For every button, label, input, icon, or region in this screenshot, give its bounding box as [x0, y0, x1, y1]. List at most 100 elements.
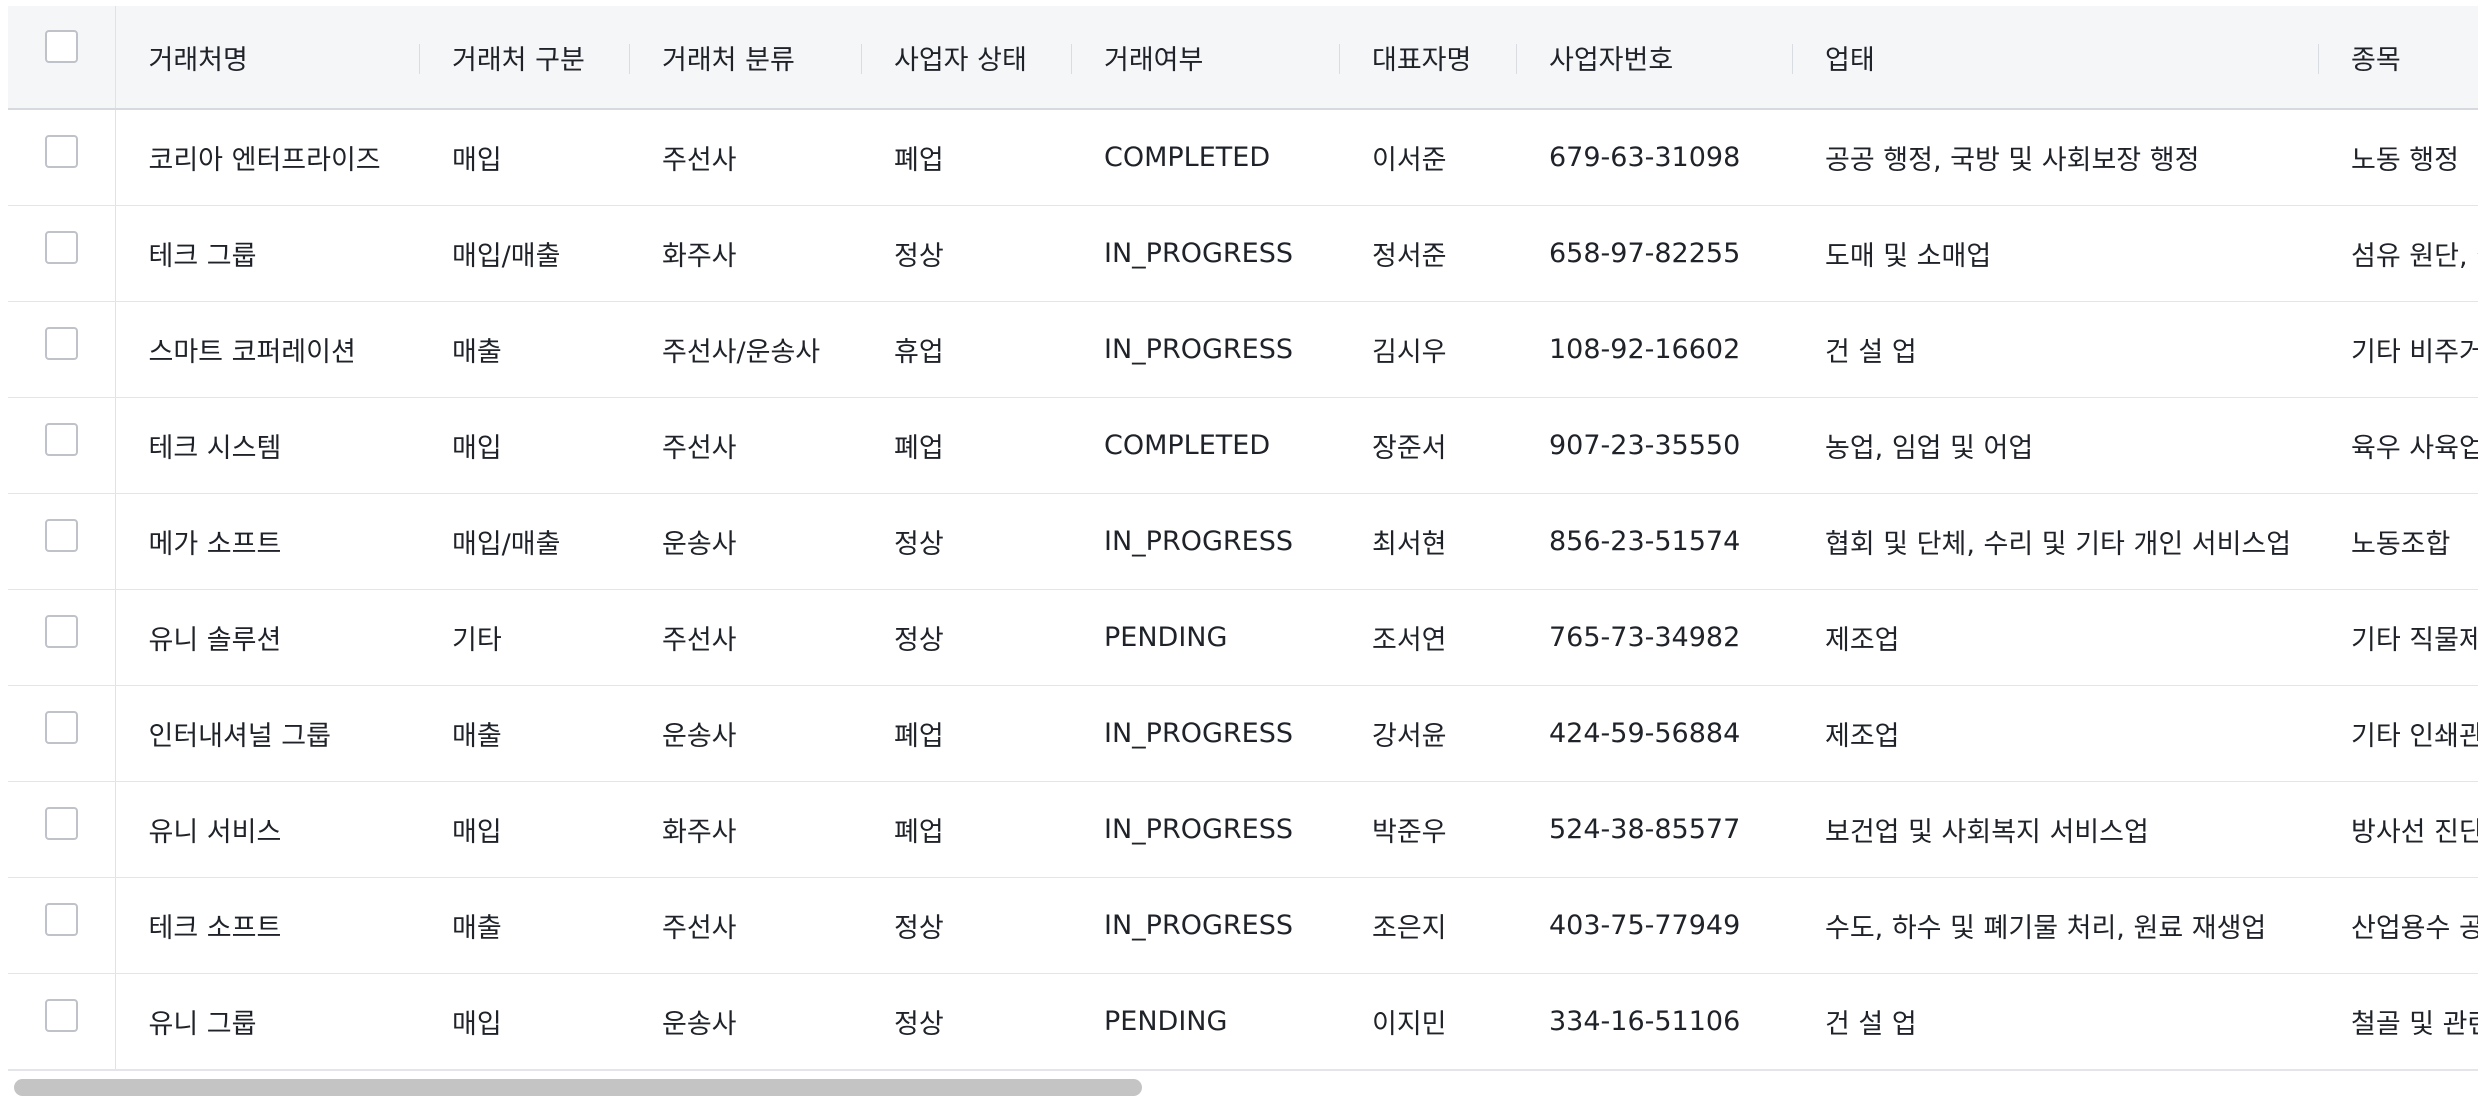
- cell-deal: IN_PROGRESS: [1071, 877, 1339, 974]
- table-row[interactable]: 스마트 코퍼레이션 매출 주선사/운송사 휴업 IN_PROGRESS 김시우 108-92…: [8, 301, 2478, 398]
- row-select-cell: [8, 397, 116, 494]
- select-all-cell: [8, 6, 116, 110]
- cell-bizno: 424-59-56884: [1516, 685, 1792, 782]
- cell-class: 운송사: [629, 973, 861, 1070]
- table-header: 거래처명 거래처 구분 거래처 분류 사업자 상태 거래여부 대표자명 사업자번…: [8, 6, 2478, 110]
- column-header-label: 사업자 상태: [894, 44, 1027, 76]
- row-select-cell: [8, 589, 116, 686]
- cell-name: 테크 시스템: [115, 397, 419, 494]
- column-header-deal[interactable]: 거래여부: [1071, 6, 1339, 110]
- row-checkbox[interactable]: [44, 519, 78, 552]
- row-checkbox[interactable]: [44, 615, 78, 648]
- cell-name: 메가 소프트: [115, 493, 419, 590]
- cell-deal: COMPLETED: [1071, 397, 1339, 494]
- column-header-label: 거래처명: [148, 44, 248, 76]
- table-row[interactable]: 코리아 엔터프라이즈 매입 주선사 폐업 COMPLETED 이서준 679-63-3109…: [8, 109, 2478, 206]
- cell-name: 테크 소프트: [115, 877, 419, 974]
- table-row[interactable]: 테크 소프트 매출 주선사 정상 IN_PROGRESS 조은지 403-75-77949 수…: [8, 877, 2478, 974]
- table-row[interactable]: 테크 그룹 매입/매출 화주사 정상 IN_PROGRESS 정서준 658-97-8225…: [8, 205, 2478, 302]
- table-row[interactable]: 유니 서비스 매입 화주사 폐업 IN_PROGRESS 박준우 524-38-85577 보…: [8, 781, 2478, 878]
- cell-deal: PENDING: [1071, 973, 1339, 1070]
- row-checkbox[interactable]: [44, 135, 78, 168]
- row-checkbox[interactable]: [44, 423, 78, 456]
- cell-deal: IN_PROGRESS: [1071, 205, 1339, 302]
- cell-bizno: 856-23-51574: [1516, 493, 1792, 590]
- select-all-checkbox[interactable]: [44, 30, 78, 63]
- row-checkbox[interactable]: [44, 807, 78, 840]
- column-header-class[interactable]: 거래처 분류: [629, 6, 861, 110]
- cell-name: 유니 그룹: [115, 973, 419, 1070]
- cell-ceo: 박준우: [1339, 781, 1516, 878]
- cell-class: 운송사: [629, 685, 861, 782]
- cell-status: 정상: [861, 973, 1071, 1070]
- row-checkbox[interactable]: [44, 711, 78, 744]
- column-header-ceo[interactable]: 대표자명: [1339, 6, 1516, 110]
- cell-name: 스마트 코퍼레이션: [115, 301, 419, 398]
- cell-item: 기타 직물제: [2318, 589, 2478, 686]
- cell-item: 섬유 원단, 실: [2318, 205, 2478, 302]
- cell-status: 정상: [861, 205, 1071, 302]
- cell-item: 기타 인쇄관: [2318, 685, 2478, 782]
- cell-bizno: 108-92-16602: [1516, 301, 1792, 398]
- cell-industry: 제조업: [1792, 589, 2318, 686]
- cell-status: 폐업: [861, 685, 1071, 782]
- cell-type: 매입/매출: [419, 205, 629, 302]
- row-select-cell: [8, 973, 116, 1070]
- cell-bizno: 658-97-82255: [1516, 205, 1792, 302]
- vendor-grid: 거래처명 거래처 구분 거래처 분류 사업자 상태 거래여부 대표자명 사업자번…: [8, 6, 2478, 1098]
- cell-bizno: 679-63-31098: [1516, 109, 1792, 206]
- column-header-industry[interactable]: 업태: [1792, 6, 2318, 110]
- cell-ceo: 이지민: [1339, 973, 1516, 1070]
- column-header-type[interactable]: 거래처 구분: [419, 6, 629, 110]
- row-checkbox[interactable]: [44, 327, 78, 360]
- row-select-cell: [8, 493, 116, 590]
- horizontal-scrollbar[interactable]: [8, 1070, 2478, 1097]
- cell-item: 방사선 진단: [2318, 781, 2478, 878]
- cell-class: 화주사: [629, 781, 861, 878]
- cell-type: 매출: [419, 877, 629, 974]
- table-row[interactable]: 인터내셔널 그룹 매출 운송사 폐업 IN_PROGRESS 강서윤 424-59-5688…: [8, 685, 2478, 782]
- scrollbar-thumb[interactable]: [14, 1079, 1142, 1096]
- cell-type: 매입: [419, 973, 629, 1070]
- row-checkbox[interactable]: [44, 903, 78, 936]
- cell-name: 코리아 엔터프라이즈: [115, 109, 419, 206]
- column-header-label: 대표자명: [1372, 44, 1472, 76]
- row-checkbox[interactable]: [44, 999, 78, 1032]
- cell-item: 노동조합: [2318, 493, 2478, 590]
- cell-type: 매입: [419, 109, 629, 206]
- table-row[interactable]: 유니 솔루션 기타 주선사 정상 PENDING 조서연 765-73-34982 제조업 기타…: [8, 589, 2478, 686]
- cell-industry: 건 설 업: [1792, 301, 2318, 398]
- cell-bizno: 524-38-85577: [1516, 781, 1792, 878]
- row-checkbox[interactable]: [44, 231, 78, 264]
- column-header-bizno[interactable]: 사업자번호: [1516, 6, 1792, 110]
- row-select-cell: [8, 205, 116, 302]
- table-row[interactable]: 메가 소프트 매입/매출 운송사 정상 IN_PROGRESS 최서현 856-23-515…: [8, 493, 2478, 590]
- cell-name: 유니 솔루션: [115, 589, 419, 686]
- cell-item: 철골 및 관련: [2318, 973, 2478, 1070]
- column-header-item[interactable]: 종목: [2318, 6, 2478, 110]
- column-header-status[interactable]: 사업자 상태: [861, 6, 1071, 110]
- cell-industry: 수도, 하수 및 폐기물 처리, 원료 재생업: [1792, 877, 2318, 974]
- column-header-label: 거래여부: [1104, 44, 1204, 76]
- cell-type: 기타: [419, 589, 629, 686]
- cell-status: 정상: [861, 493, 1071, 590]
- cell-status: 휴업: [861, 301, 1071, 398]
- cell-deal: COMPLETED: [1071, 109, 1339, 206]
- cell-industry: 공공 행정, 국방 및 사회보장 행정: [1792, 109, 2318, 206]
- column-header-label: 거래처 분류: [662, 44, 795, 76]
- table-row[interactable]: 테크 시스템 매입 주선사 폐업 COMPLETED 장준서 907-23-35550 농업,…: [8, 397, 2478, 494]
- cell-ceo: 김시우: [1339, 301, 1516, 398]
- cell-industry: 제조업: [1792, 685, 2318, 782]
- cell-deal: IN_PROGRESS: [1071, 781, 1339, 878]
- column-header-label: 사업자번호: [1549, 44, 1674, 76]
- row-select-cell: [8, 109, 116, 206]
- cell-ceo: 이서준: [1339, 109, 1516, 206]
- cell-class: 화주사: [629, 205, 861, 302]
- cell-type: 매입: [419, 397, 629, 494]
- cell-item: 육우 사육업: [2318, 397, 2478, 494]
- cell-class: 주선사: [629, 397, 861, 494]
- cell-deal: IN_PROGRESS: [1071, 685, 1339, 782]
- column-header-name[interactable]: 거래처명: [115, 6, 419, 110]
- cell-ceo: 최서현: [1339, 493, 1516, 590]
